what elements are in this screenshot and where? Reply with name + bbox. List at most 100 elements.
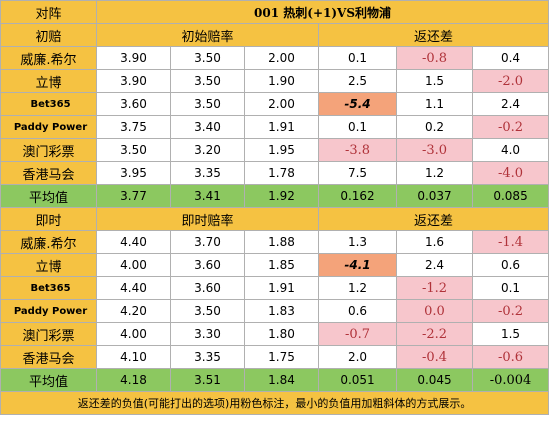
average-return-diff: 0.045 xyxy=(396,368,473,392)
bookmaker-name: 澳门彩票 xyxy=(0,138,97,162)
return-diff-value: -1.2 xyxy=(396,276,473,300)
return-diff-value: -2.0 xyxy=(471,69,550,93)
odds-value: 3.50 xyxy=(170,92,245,116)
return-diff-value: 0.1 xyxy=(471,276,550,300)
return-diff-value: 0.1 xyxy=(318,115,397,139)
odds-value: 3.60 xyxy=(96,92,171,116)
return-diff-value: 1.3 xyxy=(318,230,397,254)
average-row: 平均值 4.18 3.51 1.84 0.051 0.045 -0.004 xyxy=(0,368,550,392)
odds-value: 4.40 xyxy=(96,276,171,300)
odds-value: 3.90 xyxy=(96,46,171,70)
odds-value: 3.50 xyxy=(170,69,245,93)
odds-value: 3.90 xyxy=(96,69,171,93)
bookmaker-name: 立博 xyxy=(0,253,97,277)
title-row: 对阵 001 热刺(+1)VS利物浦 xyxy=(0,0,550,24)
bookmaker-row: 澳门彩票 4.00 3.30 1.80 -0.7 -2.2 1.5 xyxy=(0,322,550,346)
odds-value: 2.00 xyxy=(244,92,319,116)
bookmaker-row: 威廉.希尔 4.40 3.70 1.88 1.3 1.6 -1.4 xyxy=(0,230,550,254)
return-diff-value: -2.2 xyxy=(396,322,473,346)
return-diff-value: 4.0 xyxy=(471,138,550,162)
odds-value: 1.88 xyxy=(244,230,319,254)
odds-value: 3.60 xyxy=(170,253,245,277)
section-header-row: 初赔 初始赔率 返还差 xyxy=(0,23,550,47)
footnote-row: 返还差的负值(可能打出的选项)用粉色标注，最小的负值用加粗斜体的方式展示。 xyxy=(0,391,550,415)
return-diff-header: 返还差 xyxy=(317,207,550,231)
return-diff-value: 0.4 xyxy=(471,46,550,70)
average-odds: 3.77 xyxy=(96,184,171,208)
odds-value: 3.35 xyxy=(170,345,245,369)
return-diff-value: -0.4 xyxy=(396,345,473,369)
bookmaker-row: Bet365 3.60 3.50 2.00 -5.4 1.1 2.4 xyxy=(0,92,550,116)
return-diff-value: 0.2 xyxy=(396,115,473,139)
odds-value: 4.00 xyxy=(96,322,171,346)
bookmaker-row: 香港马会 3.95 3.35 1.78 7.5 1.2 -4.0 xyxy=(0,161,550,185)
min-return-diff: -4.1 xyxy=(318,253,397,277)
odds-value: 3.35 xyxy=(170,161,245,185)
return-diff-value: -0.7 xyxy=(318,322,397,346)
bookmaker-name: 澳门彩票 xyxy=(0,322,97,346)
section-label: 初赔 xyxy=(0,23,97,47)
average-return-diff: 0.037 xyxy=(396,184,473,208)
average-return-diff: 0.051 xyxy=(318,368,397,392)
bookmaker-row: 立博 3.90 3.50 1.90 2.5 1.5 -2.0 xyxy=(0,69,550,93)
odds-value: 1.91 xyxy=(244,115,319,139)
bookmaker-name: 威廉.希尔 xyxy=(0,230,97,254)
return-diff-value: -3.0 xyxy=(396,138,473,162)
return-diff-value: -0.2 xyxy=(471,299,550,323)
return-diff-value: 2.4 xyxy=(396,253,473,277)
odds-value: 1.91 xyxy=(244,276,319,300)
odds-value: 1.85 xyxy=(244,253,319,277)
odds-value: 3.20 xyxy=(170,138,245,162)
bookmaker-name: Bet365 xyxy=(0,92,97,116)
average-label: 平均值 xyxy=(0,184,97,208)
odds-value: 4.00 xyxy=(96,253,171,277)
return-diff-value: 0.1 xyxy=(318,46,397,70)
return-diff-value: 2.4 xyxy=(471,92,550,116)
bookmaker-row: 立博 4.00 3.60 1.85 -4.1 2.4 0.6 xyxy=(0,253,550,277)
footnote: 返还差的负值(可能打出的选项)用粉色标注，最小的负值用加粗斜体的方式展示。 xyxy=(0,391,550,415)
return-diff-value: 1.1 xyxy=(396,92,473,116)
average-odds: 4.18 xyxy=(96,368,171,392)
odds-value: 3.50 xyxy=(170,299,245,323)
odds-value: 1.90 xyxy=(244,69,319,93)
return-diff-value: 1.2 xyxy=(318,276,397,300)
odds-value: 2.00 xyxy=(244,46,319,70)
bookmaker-row: Paddy Power 3.75 3.40 1.91 0.1 0.2 -0.2 xyxy=(0,115,550,139)
average-return-diff: 0.162 xyxy=(318,184,397,208)
return-diff-value: 1.2 xyxy=(396,161,473,185)
average-return-diff: 0.085 xyxy=(471,184,550,208)
return-diff-value: -3.8 xyxy=(318,138,397,162)
section-header-row: 即时 即时赔率 返还差 xyxy=(0,207,550,231)
bookmaker-name: 香港马会 xyxy=(0,345,97,369)
odds-value: 1.83 xyxy=(244,299,319,323)
return-diff-value: 0.0 xyxy=(396,299,473,323)
odds-value: 3.60 xyxy=(170,276,245,300)
bookmaker-name: Bet365 xyxy=(0,276,97,300)
return-diff-value: 2.5 xyxy=(318,69,397,93)
return-diff-value: 7.5 xyxy=(318,161,397,185)
bookmaker-name: Paddy Power xyxy=(0,299,97,323)
section-label: 即时 xyxy=(0,207,97,231)
return-diff-value: 1.5 xyxy=(471,322,550,346)
average-odds: 1.92 xyxy=(244,184,319,208)
bookmaker-name: 立博 xyxy=(0,69,97,93)
odds-value: 1.80 xyxy=(244,322,319,346)
bookmaker-name: 威廉.希尔 xyxy=(0,46,97,70)
bookmaker-row: 香港马会 4.10 3.35 1.75 2.0 -0.4 -0.6 xyxy=(0,345,550,369)
return-diff-value: -0.2 xyxy=(471,115,550,139)
return-diff-value: -1.4 xyxy=(471,230,550,254)
average-odds: 3.41 xyxy=(170,184,245,208)
odds-value: 4.20 xyxy=(96,299,171,323)
return-diff-value: 2.0 xyxy=(318,345,397,369)
average-odds: 3.51 xyxy=(170,368,245,392)
odds-value: 4.10 xyxy=(96,345,171,369)
bookmaker-row: Paddy Power 4.20 3.50 1.83 0.6 0.0 -0.2 xyxy=(0,299,550,323)
bookmaker-row: Bet365 4.40 3.60 1.91 1.2 -1.2 0.1 xyxy=(0,276,550,300)
return-diff-value: 1.5 xyxy=(396,69,473,93)
return-diff-value: -0.6 xyxy=(471,345,550,369)
bookmaker-name: Paddy Power xyxy=(0,115,97,139)
average-return-diff: -0.004 xyxy=(471,368,550,392)
odds-value: 3.75 xyxy=(96,115,171,139)
